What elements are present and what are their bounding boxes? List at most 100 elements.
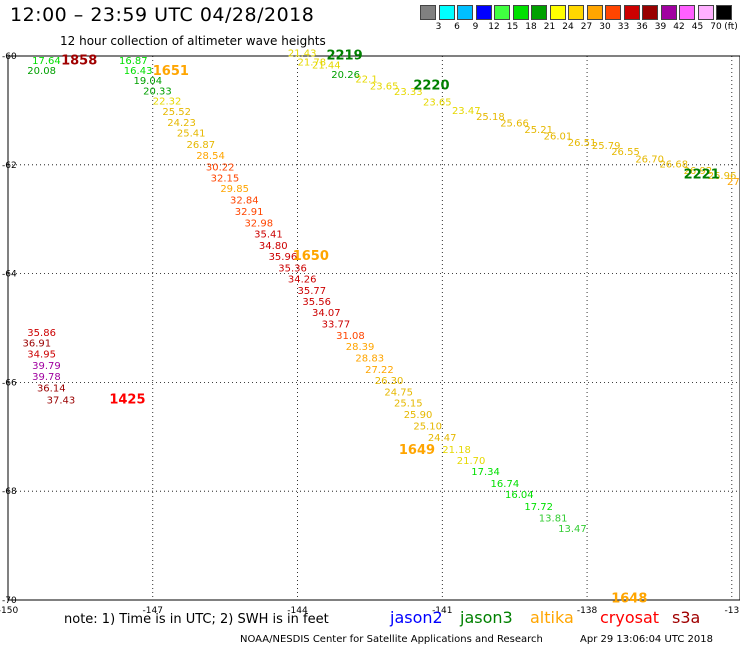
scale-label: 33 xyxy=(617,22,630,32)
wave-height-label: 26.01 xyxy=(544,131,573,142)
wave-height-label: 33.77 xyxy=(322,320,351,331)
wave-height-label: 28.39 xyxy=(346,342,375,353)
wave-height-label: 30.22 xyxy=(206,162,235,173)
plot-frame xyxy=(7,55,740,601)
scale-label: 45 xyxy=(691,22,704,32)
wave-height-label: 21.70 xyxy=(457,456,486,467)
wave-height-label: 26.51 xyxy=(568,138,597,149)
y-tick-label: -66 xyxy=(2,378,17,388)
wave-height-label: 25.90 xyxy=(404,410,433,421)
wave-height-label: 22.32 xyxy=(153,97,182,108)
wave-height-label: 26.92 xyxy=(684,166,713,177)
scale-label: 30 xyxy=(599,22,611,32)
scale-unit: (ft) xyxy=(724,22,738,32)
scale-label: 9 xyxy=(472,22,479,32)
pass-time-label: 2219 xyxy=(326,48,362,63)
pass-time-label: 2220 xyxy=(413,78,449,93)
wave-height-label: 28.83 xyxy=(355,353,384,364)
wave-height-label: 34.07 xyxy=(312,308,341,319)
wave-height-label: 24.23 xyxy=(167,118,196,129)
scale-label: 27 xyxy=(580,22,593,32)
wave-height-label: 27.9 xyxy=(727,177,740,188)
wave-height-label: 32.98 xyxy=(244,218,273,229)
scale-swatch xyxy=(697,5,714,20)
wave-height-label: 26.55 xyxy=(611,147,640,158)
wave-height-label: 35.56 xyxy=(302,297,331,308)
scale-label: 21 xyxy=(543,22,556,32)
scale-swatch xyxy=(660,5,677,20)
satellite-legend-item: jason2 xyxy=(390,608,443,627)
scale-swatch xyxy=(716,5,732,20)
wave-height-label: 29.85 xyxy=(220,184,249,195)
satellite-legend-item: cryosat xyxy=(600,608,660,627)
wave-height-label: 20.08 xyxy=(27,66,56,77)
scale-swatch xyxy=(494,5,510,20)
wave-height-label: 25.10 xyxy=(413,421,442,432)
scale-label: 12 xyxy=(488,22,500,32)
satellite-legend-item: jason3 xyxy=(460,608,513,627)
satellite-legend-item: s3a xyxy=(672,608,701,627)
scale-label: 18 xyxy=(525,22,537,32)
wave-height-label: 25.66 xyxy=(500,118,529,129)
pass-time-label: 1858 xyxy=(61,53,97,68)
wave-height-label: 34.95 xyxy=(27,350,56,361)
scale-swatch xyxy=(568,5,584,20)
credit-line: NOAA/NESDIS Center for Satellite Applica… xyxy=(240,634,543,645)
wave-height-label: 13.47 xyxy=(558,524,587,535)
scale-swatch xyxy=(605,5,621,20)
chart-title: 12:00 – 23:59 UTC 04/28/2018 xyxy=(10,4,315,26)
wave-height-label: 25.79 xyxy=(592,141,621,152)
wave-height-label: 35.41 xyxy=(254,229,283,240)
wave-height-label: 17.72 xyxy=(524,502,553,513)
pass-time-label: 1648 xyxy=(611,591,647,606)
scale-swatch xyxy=(679,5,695,20)
scale-swatch xyxy=(475,5,492,20)
scale-swatch xyxy=(420,5,436,20)
scale-label: 24 xyxy=(562,22,574,32)
x-tick-label: -138 xyxy=(577,606,598,616)
wave-height-label: 23.65 xyxy=(423,98,452,109)
wave-height-label: 16.04 xyxy=(505,490,534,501)
x-tick-label: -144 xyxy=(287,606,308,616)
wave-height-label: 26.96 xyxy=(708,171,737,182)
wave-height-label: 16.87 xyxy=(119,56,148,67)
wave-height-label: 32.91 xyxy=(235,207,264,218)
chart-subtitle: 12 hour collection of altimeter wave hei… xyxy=(60,34,326,48)
wave-height-label: 16.43 xyxy=(124,66,153,77)
wave-height-label: 20.33 xyxy=(143,86,172,97)
wave-height-label: 34.80 xyxy=(259,241,288,252)
wave-height-label: 35.36 xyxy=(278,264,307,275)
wave-height-label: 26.70 xyxy=(635,154,664,165)
scale-swatch xyxy=(512,5,529,20)
y-tick-label: -60 xyxy=(2,52,17,62)
wave-height-label: 39.78 xyxy=(32,372,61,383)
wave-height-label: 25.15 xyxy=(394,399,423,410)
pass-time-label: 1650 xyxy=(293,249,329,264)
x-tick-label: -13 xyxy=(724,606,739,616)
y-tick-label: -62 xyxy=(2,161,17,171)
wave-height-label: 37.43 xyxy=(47,395,76,406)
scale-swatch xyxy=(457,5,473,20)
wave-height-label: 26.87 xyxy=(187,140,216,151)
timestamp: Apr 29 13:06:04 UTC 2018 xyxy=(580,634,713,645)
scale-label: 3 xyxy=(435,22,442,32)
wave-height-label: 19.04 xyxy=(133,76,162,87)
wave-height-label: 36.91 xyxy=(22,339,51,350)
wave-height-label: 26.30 xyxy=(375,376,404,387)
scale-label: 6 xyxy=(454,22,460,32)
wave-height-label: 32.84 xyxy=(230,196,259,207)
pass-time-label: 1649 xyxy=(399,443,435,458)
pass-time-label: 1651 xyxy=(153,64,189,79)
wave-height-label: 32.15 xyxy=(211,173,240,184)
wave-height-label: 24.75 xyxy=(384,388,413,399)
scale-label: 39 xyxy=(654,22,667,32)
wave-height-label: 35.96 xyxy=(269,252,298,263)
scale-swatch xyxy=(642,5,658,20)
wave-height-label: 26.68 xyxy=(659,160,688,171)
wave-height-label: 35.86 xyxy=(27,328,56,339)
wave-height-label: 24.47 xyxy=(428,433,457,444)
wave-height-label: 25.21 xyxy=(524,125,553,136)
wave-height-label: 35.77 xyxy=(298,286,327,297)
x-tick-label: -141 xyxy=(432,606,452,616)
